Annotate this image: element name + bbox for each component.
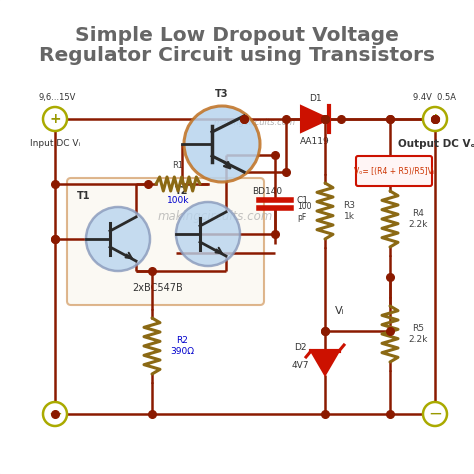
Text: R4
2.2k: R4 2.2k [408, 210, 428, 228]
Text: AA119: AA119 [300, 137, 330, 146]
Circle shape [184, 106, 260, 182]
Text: T1: T1 [77, 191, 91, 201]
Polygon shape [301, 106, 329, 132]
Text: T3: T3 [215, 89, 229, 99]
Text: D1: D1 [309, 94, 321, 103]
Text: Simple Low Dropout Voltage: Simple Low Dropout Voltage [75, 26, 399, 45]
Text: Vₒ= [(R4 + R5)/R5]Vᵢ: Vₒ= [(R4 + R5)/R5]Vᵢ [354, 166, 434, 175]
Text: R1: R1 [173, 161, 183, 170]
Text: makingcircuits.com: makingcircuits.com [214, 118, 296, 127]
Text: R2
390Ω: R2 390Ω [170, 336, 194, 356]
Text: makingcircuits.com: makingcircuits.com [157, 210, 273, 222]
Text: D2: D2 [294, 343, 306, 352]
Text: +: + [49, 112, 61, 126]
Text: Input DC Vᵢ: Input DC Vᵢ [30, 139, 80, 148]
Circle shape [43, 402, 67, 426]
Text: Vᵢ: Vᵢ [335, 306, 345, 316]
Text: C1: C1 [297, 195, 309, 204]
Text: 9,6...15V: 9,6...15V [38, 93, 76, 102]
Circle shape [43, 107, 67, 131]
Circle shape [86, 207, 150, 271]
Text: 100k: 100k [167, 196, 189, 205]
Text: BD140: BD140 [252, 187, 282, 196]
Text: Output DC Vₒ: Output DC Vₒ [398, 139, 474, 149]
Text: 100
pF: 100 pF [297, 202, 311, 222]
Text: 4V7: 4V7 [291, 361, 309, 370]
FancyBboxPatch shape [356, 156, 432, 186]
Text: 2xBC547B: 2xBC547B [133, 283, 183, 293]
Polygon shape [311, 351, 339, 375]
Text: +: + [429, 112, 441, 126]
Text: Regulator Circuit using Transistors: Regulator Circuit using Transistors [39, 46, 435, 65]
Text: R5
2.2k: R5 2.2k [408, 324, 428, 344]
Text: R3
1k: R3 1k [343, 201, 355, 221]
Text: 9.4V  0.5A: 9.4V 0.5A [413, 93, 456, 102]
Circle shape [423, 402, 447, 426]
FancyBboxPatch shape [67, 178, 264, 305]
Circle shape [423, 107, 447, 131]
Circle shape [176, 202, 240, 266]
Text: −: − [428, 405, 442, 423]
Text: T2: T2 [175, 186, 189, 196]
Text: −: − [48, 405, 62, 423]
